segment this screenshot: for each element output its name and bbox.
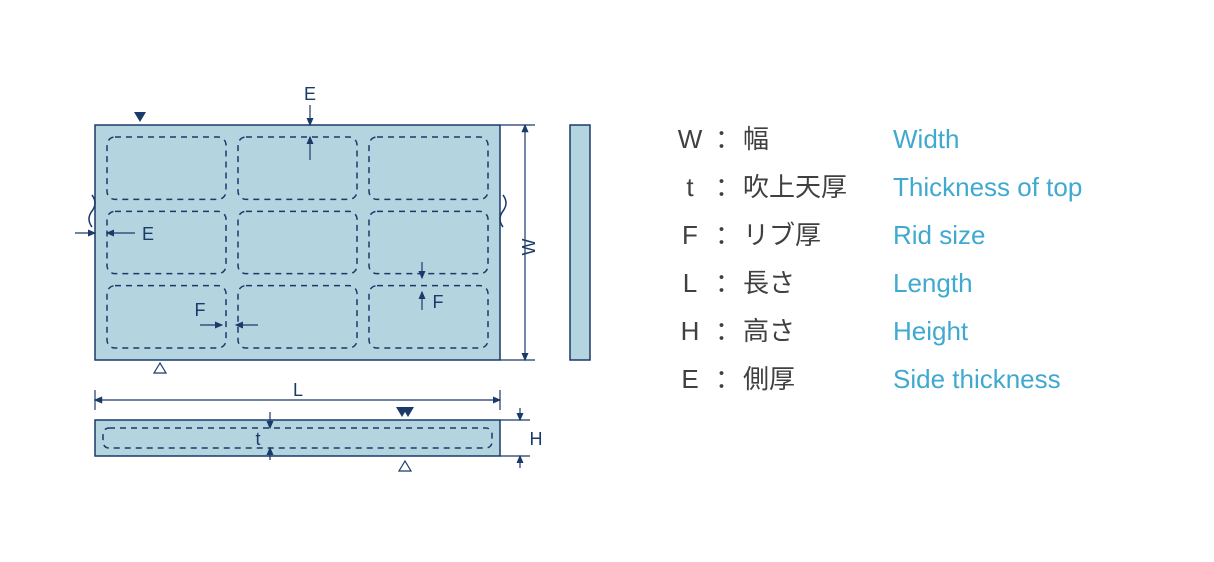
legend-row: t ： 吹上天厚 Thickness of top (665, 163, 1082, 211)
legend-symbol: E (665, 355, 715, 403)
legend-colon: ： (715, 163, 743, 211)
diagram-svg: W L H E (0, 0, 620, 557)
legend-symbol: H (665, 307, 715, 355)
legend-colon: ： (715, 115, 743, 163)
legend-row: E ： 側厚 Side thickness (665, 355, 1082, 403)
label-E-top: E (304, 84, 316, 104)
break-mark-left (89, 195, 95, 227)
legend-en: Side thickness (893, 355, 1061, 403)
legend-en: Height (893, 307, 968, 355)
legend-colon: ： (715, 307, 743, 355)
label-F-right: F (433, 292, 444, 312)
legend-colon: ： (715, 259, 743, 307)
dim-H: H (500, 408, 543, 468)
legend-jp: 吹上天厚 (743, 163, 893, 211)
legend-symbol: L (665, 259, 715, 307)
legend-jp: 側厚 (743, 355, 893, 403)
legend-jp: リブ厚 (743, 211, 893, 259)
legend-row: W ： 幅 Width (665, 115, 1082, 163)
legend-en: Thickness of top (893, 163, 1082, 211)
front-view (95, 420, 500, 456)
legend-en: Length (893, 259, 973, 307)
top-view (95, 125, 500, 360)
break-mark-right (500, 195, 506, 227)
label-E-left: E (142, 224, 154, 244)
dim-L: L (95, 380, 500, 410)
label-H: H (530, 429, 543, 449)
label-L: L (293, 380, 303, 400)
label-t: t (255, 429, 260, 449)
legend-row: L ： 長さ Length (665, 259, 1082, 307)
legend-jp: 高さ (743, 307, 893, 355)
legend-symbol: t (665, 163, 715, 211)
legend-symbol: F (665, 211, 715, 259)
label-F-bottom: F (195, 300, 206, 320)
legend-row: F ： リブ厚 Rid size (665, 211, 1082, 259)
legend: W ： 幅 Width t ： 吹上天厚 Thickness of top F … (620, 0, 1082, 557)
legend-colon: ： (715, 211, 743, 259)
legend-jp: 長さ (743, 259, 893, 307)
legend-jp: 幅 (743, 115, 893, 163)
dim-W: W (500, 125, 539, 360)
legend-en: Rid size (893, 211, 985, 259)
technical-diagram: W L H E (0, 0, 620, 557)
legend-colon: ： (715, 355, 743, 403)
right-side-view (570, 125, 590, 360)
legend-symbol: W (665, 115, 715, 163)
legend-row: H ： 高さ Height (665, 307, 1082, 355)
label-W: W (519, 239, 539, 256)
legend-en: Width (893, 115, 959, 163)
